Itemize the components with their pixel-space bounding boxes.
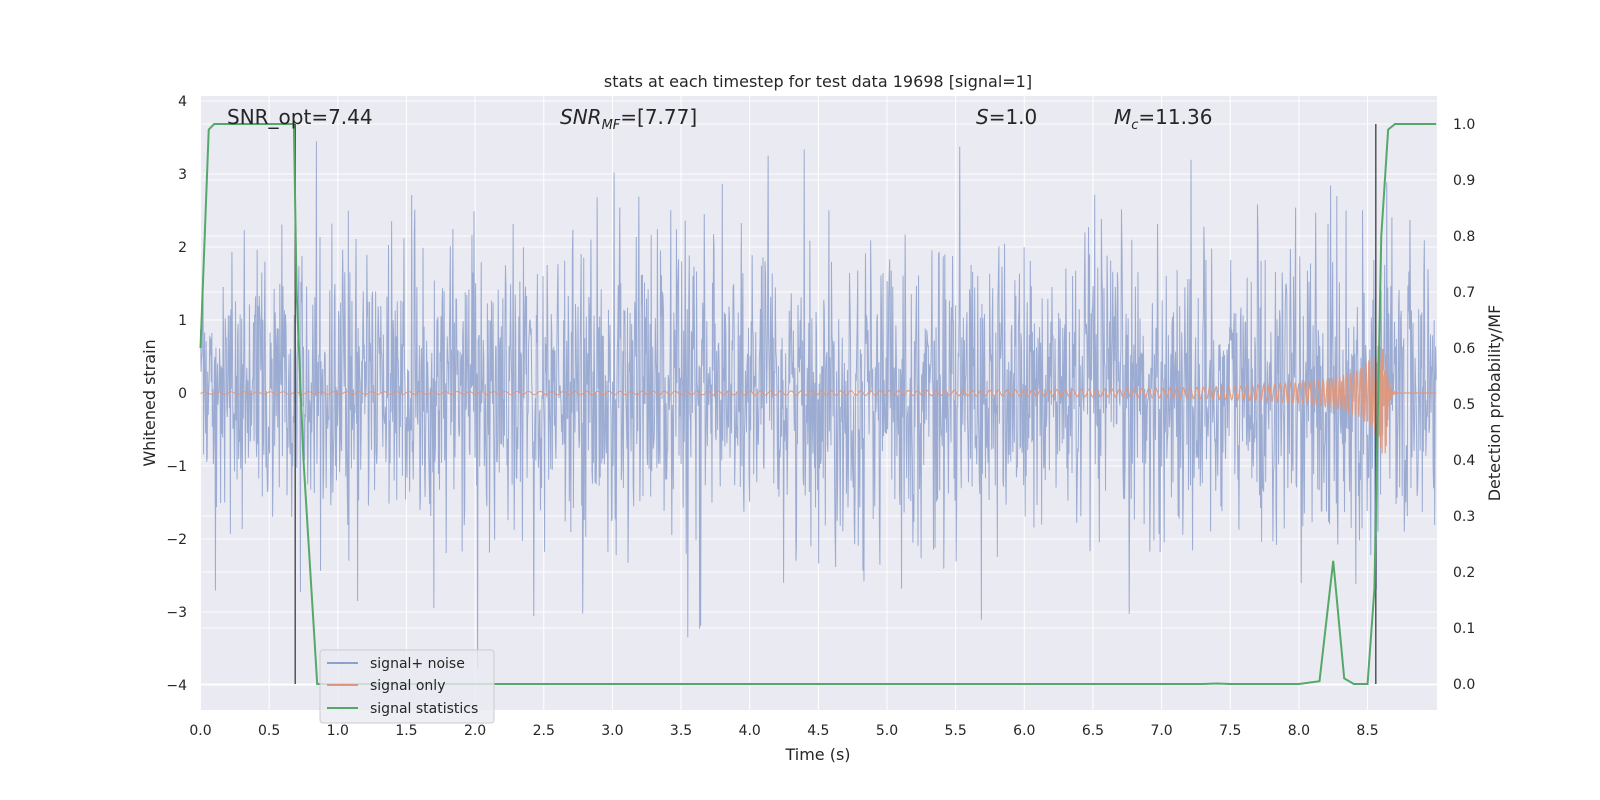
y2-tick-label: 0.7 — [1453, 285, 1475, 301]
y-tick-label: 0 — [178, 386, 187, 402]
x-tick-label: 5.0 — [876, 723, 898, 739]
y2-tick-label: 1.0 — [1453, 117, 1475, 133]
x-tick-label: 7.0 — [1150, 723, 1172, 739]
y-tick-label: 1 — [178, 313, 187, 329]
x-tick-label: 4.0 — [739, 723, 761, 739]
y2-tick-label: 0.5 — [1453, 397, 1475, 413]
series-signal-statistics — [199, 123, 1437, 685]
x-tick-label: 1.0 — [327, 723, 349, 739]
series-signal-only — [200, 345, 1437, 454]
y2-tick-labels: 1.0 0.9 0.8 0.7 0.6 0.5 0.4 0.3 0.2 0.1 0.0 — [1453, 117, 1475, 693]
x-tick-label: 6.5 — [1082, 723, 1104, 739]
y-axis-label: Whitened strain — [140, 339, 159, 466]
y2-tick-label: 0.8 — [1453, 229, 1475, 245]
y2-tick-label: 0.0 — [1453, 677, 1475, 693]
x-tick-label: 3.5 — [670, 723, 692, 739]
series-signal-plus-noise — [200, 141, 1437, 669]
x-axis-label: Time (s) — [784, 745, 850, 764]
y2-tick-label: 0.1 — [1453, 621, 1475, 637]
x-tick-labels: 0.0 0.5 1.0 1.5 2.0 2.5 3.0 3.5 4.0 4.5 5.0 5.5 6.0 6… — [189, 723, 1378, 739]
annotation-mc: Mc=11.36 — [1114, 105, 1212, 133]
x-tick-label: 8.5 — [1356, 723, 1378, 739]
x-tick-label: 0.0 — [189, 723, 211, 739]
y2-tick-label: 0.2 — [1453, 565, 1475, 581]
chart-title: stats at each timestep for test data 196… — [604, 72, 1032, 91]
y-tick-label: −2 — [166, 532, 187, 548]
x-tick-label: 1.5 — [395, 723, 417, 739]
y-tick-labels: 4 3 2 1 0 −1 −2 −3 −4 — [166, 94, 187, 694]
x-tick-label: 7.5 — [1219, 723, 1241, 739]
x-tick-label: 6.0 — [1013, 723, 1035, 739]
y2-tick-label: 0.6 — [1453, 341, 1475, 357]
x-tick-label: 2.0 — [464, 723, 486, 739]
legend: signal+ noise signal only signal statist… — [319, 649, 495, 724]
y-tick-label: 3 — [178, 167, 187, 183]
x-tick-label: 5.5 — [945, 723, 967, 739]
y-tick-label: 2 — [178, 240, 187, 256]
annotation-snr-mf: SNRMF=[7.77] — [560, 105, 697, 133]
annotation-snr-opt: SNR_opt=7.44 — [227, 105, 373, 129]
legend-label-noise: signal+ noise — [370, 656, 465, 672]
y-tick-label: −1 — [166, 459, 187, 475]
statistics-line — [199, 123, 1437, 685]
noise-trace — [200, 141, 1437, 669]
y2-tick-label: 0.4 — [1453, 453, 1475, 469]
legend-label-signal: signal only — [370, 678, 445, 694]
legend-label-stats: signal statistics — [370, 701, 478, 717]
x-tick-label: 2.5 — [533, 723, 555, 739]
legend-box — [319, 649, 495, 724]
x-tick-label: 3.0 — [601, 723, 623, 739]
x-tick-label: 8.0 — [1288, 723, 1310, 739]
signal-trace — [200, 345, 1437, 454]
y2-tick-label: 0.3 — [1453, 509, 1475, 525]
y-tick-label: 4 — [178, 94, 187, 110]
y2-axis-label: Detection probability/MF — [1485, 305, 1504, 502]
x-tick-label: 0.5 — [258, 723, 280, 739]
y-tick-label: −3 — [166, 605, 187, 621]
annotation-s: S=1.0 — [976, 105, 1037, 129]
y2-tick-label: 0.9 — [1453, 173, 1475, 189]
y-tick-label: −4 — [166, 678, 187, 694]
x-tick-label: 4.5 — [807, 723, 829, 739]
